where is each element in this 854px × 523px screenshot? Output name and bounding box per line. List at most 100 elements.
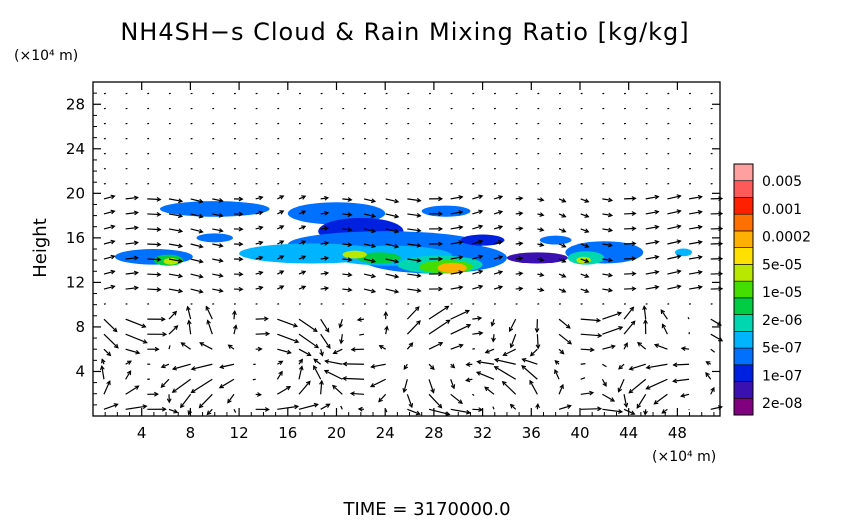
wind-vector-shaft [126, 406, 147, 409]
wind-vector [314, 359, 321, 364]
wind-vector [379, 394, 386, 401]
wind-vector [234, 242, 242, 246]
wind-vector [711, 319, 721, 325]
wind-vector [472, 195, 482, 199]
wind-vector [126, 334, 147, 343]
cloud-blob-22 [196, 233, 233, 242]
wind-vector-shaft [299, 319, 317, 331]
wind-vector [147, 228, 160, 232]
wind-vector [104, 240, 115, 244]
wind-vector [299, 366, 303, 379]
wind-vector [662, 324, 667, 334]
wind-vector-shaft [181, 394, 191, 407]
wind-vector [169, 289, 182, 293]
wind-vector [602, 327, 622, 335]
wind-vector [581, 334, 601, 338]
x-tick-label-36: 36 [522, 424, 541, 442]
wind-vector [277, 211, 283, 214]
wind-vector [602, 228, 612, 232]
colorbar-swatch-0 [734, 398, 753, 415]
wind-vector [256, 286, 263, 290]
wind-vector [451, 394, 462, 403]
wind-vector [126, 361, 131, 364]
wind-vector [206, 307, 212, 320]
wind-vector [212, 289, 222, 293]
wind-vector [535, 319, 539, 332]
wind-vector-shaft [407, 307, 418, 319]
wind-vector-shaft [654, 394, 667, 404]
wind-vector [629, 379, 645, 393]
wind-vector [555, 361, 559, 365]
wind-vector [555, 370, 559, 379]
wind-vector [126, 196, 138, 200]
wind-vector [451, 310, 469, 319]
wind-vector-shaft [147, 229, 160, 230]
wind-vector [407, 343, 412, 349]
wind-vector-shaft [126, 386, 139, 394]
wind-vector [386, 409, 387, 412]
wind-vector [689, 256, 702, 260]
cloud-blob-23 [461, 235, 505, 246]
wind-vector [229, 345, 234, 349]
wind-vector-shaft [407, 321, 420, 334]
wind-vector [667, 270, 680, 274]
wind-vector [321, 404, 330, 409]
wind-vector [104, 270, 115, 274]
wind-vector [530, 381, 537, 395]
wind-vector-shaft [493, 407, 494, 410]
wind-vector-shaft [343, 378, 364, 379]
wind-vector [559, 214, 565, 218]
wind-vector [212, 274, 222, 278]
wind-vector [451, 379, 455, 388]
wind-vector [104, 195, 115, 199]
wind-vector [429, 379, 434, 392]
wind-vector [503, 349, 515, 355]
colorbar-swatch-4 [734, 331, 753, 348]
wind-vector-shaft [169, 326, 178, 334]
wind-vector [467, 363, 473, 367]
wind-vector-shaft [253, 379, 256, 380]
wind-vector [299, 359, 303, 364]
colorbar-swatch-3 [734, 348, 753, 365]
cloud-blob-2 [422, 206, 471, 217]
colorbar-label-7: 1e-07 [762, 368, 802, 384]
colorbar-swatch-9 [734, 248, 753, 265]
chart-title: NH4SH−s Cloud & Rain Mixing Ratio [kg/kg… [120, 18, 689, 46]
wind-vector [325, 370, 342, 379]
colorbar-swatch-8 [734, 264, 753, 281]
wind-vector [429, 306, 448, 319]
wind-vector-shaft [477, 372, 494, 379]
y-tick-label-24: 24 [66, 140, 85, 158]
wind-vector-shaft [277, 319, 297, 326]
wind-vector-shaft [299, 334, 318, 347]
wind-vector [234, 409, 236, 412]
wind-vector [472, 331, 482, 335]
wind-vector-shaft [629, 379, 645, 393]
wind-vector-shaft [147, 244, 160, 245]
wind-vector-shaft [429, 306, 448, 319]
wind-vector-shaft [371, 379, 386, 386]
wind-vector [559, 229, 565, 233]
wind-vector [689, 225, 702, 229]
cloud-blob-13 [343, 251, 367, 259]
wind-vector [234, 227, 242, 231]
wind-vector [169, 274, 182, 278]
wind-vector-shaft [637, 394, 645, 408]
wind-vector-shaft [299, 381, 310, 394]
wind-vector [161, 379, 169, 387]
wind-vector [126, 286, 138, 290]
wind-vector-shaft [674, 364, 690, 365]
wind-vector [162, 364, 169, 368]
wind-vector [126, 211, 138, 215]
colorbar-label-2: 0.0002 [762, 230, 811, 246]
wind-vector [277, 286, 283, 289]
wind-vector [380, 346, 386, 350]
wind-vector [624, 394, 628, 406]
wind-vector [102, 359, 106, 364]
wind-vector [655, 344, 667, 349]
wind-vector [386, 199, 398, 203]
wind-vector [299, 349, 311, 355]
wind-vector [343, 377, 364, 381]
wind-vector [537, 228, 543, 232]
wind-vector [537, 243, 543, 247]
